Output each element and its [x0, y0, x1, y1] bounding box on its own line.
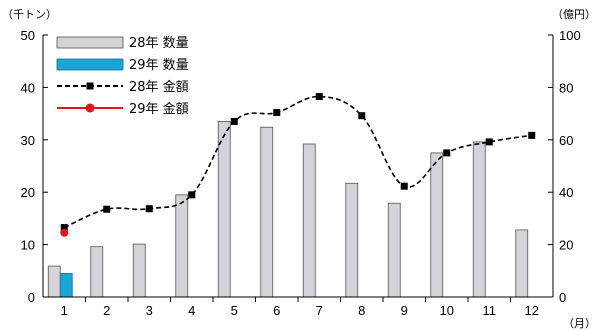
x-tick-label: 5	[231, 303, 238, 318]
x-tick-label: 12	[525, 303, 539, 318]
point-28-amount	[60, 224, 68, 232]
legend-label-28-amount: 28年 金額	[129, 79, 189, 95]
point-28-amount	[315, 93, 323, 101]
x-tick-label: 7	[316, 303, 323, 318]
legend-marker-28-amount	[86, 82, 94, 90]
left-tick-label: 30	[21, 133, 35, 148]
point-28-amount	[230, 117, 238, 125]
legend: 28年 数量 29年 数量 28年 金額 29年 金額	[56, 36, 189, 117]
bar-28-quantity	[472, 141, 486, 298]
x-tick-label: 10	[440, 303, 454, 318]
x-axis-unit: （月）	[563, 317, 596, 330]
x-tick-label: 11	[483, 303, 497, 318]
point-28-amount	[485, 138, 493, 146]
right-tick-label: 80	[559, 80, 573, 95]
legend-swatch-28-quantity	[56, 36, 124, 49]
point-28-amount	[273, 109, 281, 117]
left-tick-label: 50	[21, 28, 35, 43]
right-tick-label: 100	[559, 28, 581, 43]
x-tick-label: 2	[103, 303, 110, 318]
legend-label-29-quantity: 29年 数量	[129, 58, 189, 73]
x-tick-label: 3	[146, 303, 153, 318]
bar-28-quantity	[345, 182, 359, 298]
left-tick-label: 40	[21, 80, 35, 95]
legend-label-28-quantity: 28年 数量	[129, 36, 189, 51]
x-tick-label: 4	[188, 303, 195, 318]
bar-29-quantity	[59, 273, 73, 298]
lines-layer	[60, 93, 536, 237]
bar-28-quantity	[217, 121, 231, 298]
point-28-amount	[443, 149, 451, 157]
right-tick-label: 20	[559, 238, 573, 253]
bar-28-quantity	[430, 152, 444, 298]
legend-label-29-amount: 29年 金額	[129, 101, 189, 117]
x-tick-label: 8	[358, 303, 365, 318]
bar-28-quantity	[175, 194, 189, 298]
point-28-amount	[103, 205, 111, 213]
bar-28-quantity	[302, 143, 316, 298]
x-tick-label: 9	[401, 303, 408, 318]
left-tick-label: 10	[21, 238, 35, 253]
bar-28-quantity	[387, 202, 401, 298]
point-28-amount	[188, 191, 196, 199]
right-tick-label: 60	[559, 133, 573, 148]
bars-layer	[47, 121, 529, 298]
point-28-amount	[358, 112, 366, 120]
point-29-amount	[60, 228, 69, 237]
point-28-amount	[400, 182, 408, 190]
right-axis-unit: （億円）	[552, 8, 596, 21]
x-tick-label: 6	[273, 303, 280, 318]
legend-marker-29-amount	[85, 103, 95, 113]
x-tick-label: 1	[61, 303, 68, 318]
bar-28-quantity	[132, 243, 146, 298]
right-tick-label: 0	[559, 290, 566, 305]
left-tick-label: 20	[21, 185, 35, 200]
right-tick-label: 40	[559, 185, 573, 200]
bar-28-quantity	[260, 126, 274, 298]
legend-swatch-29-quantity	[56, 58, 124, 71]
bar-28-quantity	[90, 246, 104, 298]
point-28-amount	[528, 131, 536, 139]
bar-28-quantity	[47, 265, 61, 298]
bar-28-quantity	[515, 229, 529, 298]
left-tick-label: 0	[28, 290, 35, 305]
left-axis-unit: （千トン）	[2, 8, 57, 21]
point-28-amount	[145, 205, 153, 213]
